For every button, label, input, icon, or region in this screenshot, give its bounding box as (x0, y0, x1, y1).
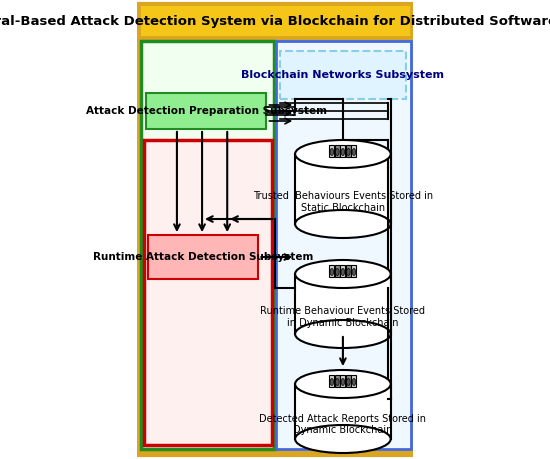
Circle shape (352, 149, 356, 156)
Circle shape (346, 149, 350, 156)
Circle shape (341, 149, 345, 156)
Circle shape (352, 269, 356, 275)
Bar (351, 145, 356, 157)
Ellipse shape (295, 370, 390, 398)
Bar (340, 145, 345, 157)
Text: Blockchain Networks Subsystem: Blockchain Networks Subsystem (241, 70, 444, 80)
Bar (139, 4, 411, 37)
Text: Behavioural-Based Attack Detection System via Blockchain for Distributed Softwar: Behavioural-Based Attack Detection Syste… (0, 15, 550, 28)
Ellipse shape (295, 320, 390, 348)
Circle shape (330, 269, 334, 275)
Circle shape (341, 269, 345, 275)
Bar (335, 265, 340, 277)
Circle shape (336, 269, 339, 275)
FancyBboxPatch shape (139, 4, 411, 455)
Text: Detected Attack Reports Stored in
Dynamic Blockchain: Detected Attack Reports Stored in Dynami… (260, 414, 426, 435)
Bar (351, 375, 356, 387)
Ellipse shape (295, 425, 390, 453)
Bar (346, 375, 351, 387)
Bar (295, 154, 390, 224)
Circle shape (336, 149, 339, 156)
Text: Runtime Attack Detection Subsystem: Runtime Attack Detection Subsystem (93, 252, 313, 262)
Bar (335, 145, 340, 157)
Circle shape (336, 379, 339, 386)
Bar (335, 375, 340, 387)
Bar (340, 375, 345, 387)
Ellipse shape (295, 260, 390, 288)
Bar (346, 145, 351, 157)
Bar (329, 375, 334, 387)
Bar (346, 265, 351, 277)
Bar (340, 265, 345, 277)
FancyBboxPatch shape (280, 51, 406, 99)
Text: Runtime Behaviour Events Stored
in Dynamic Blockchain: Runtime Behaviour Events Stored in Dynam… (260, 306, 425, 328)
FancyBboxPatch shape (146, 93, 266, 129)
Circle shape (346, 379, 350, 386)
FancyBboxPatch shape (144, 140, 272, 445)
Bar (295, 384, 390, 439)
FancyBboxPatch shape (276, 41, 411, 449)
Circle shape (330, 379, 334, 386)
Circle shape (346, 269, 350, 275)
FancyBboxPatch shape (141, 41, 274, 449)
Bar (295, 274, 390, 334)
Ellipse shape (295, 210, 390, 238)
Bar (329, 265, 334, 277)
Circle shape (352, 379, 356, 386)
Circle shape (330, 149, 334, 156)
Circle shape (341, 379, 345, 386)
Bar (351, 265, 356, 277)
FancyBboxPatch shape (148, 235, 258, 279)
Text: Attack Detection Preparation Subsystem: Attack Detection Preparation Subsystem (86, 106, 327, 116)
Bar (329, 145, 334, 157)
Ellipse shape (295, 140, 390, 168)
Text: Trusted  Behaviours Events Stored in
Static Blockchain: Trusted Behaviours Events Stored in Stat… (253, 191, 433, 213)
